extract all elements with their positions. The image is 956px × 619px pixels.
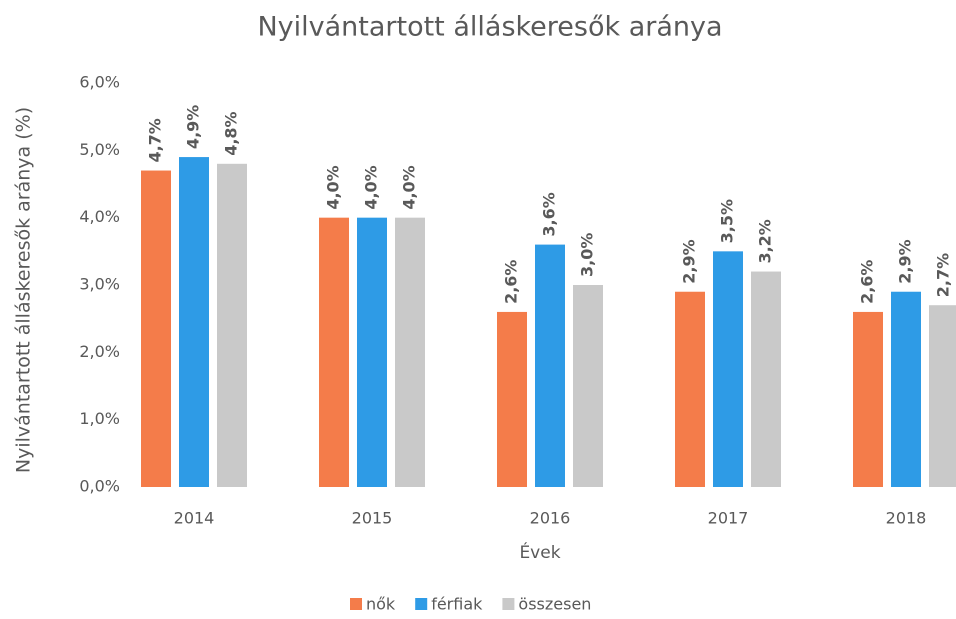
legend-swatch	[502, 598, 515, 610]
data-label: 3,6%	[540, 192, 559, 236]
bar	[751, 271, 781, 487]
legend-label: nők	[366, 595, 396, 614]
bar	[675, 291, 705, 487]
data-label: 4,0%	[400, 165, 419, 209]
legend-swatch	[415, 598, 428, 610]
data-label: 2,6%	[858, 260, 877, 304]
legend-label: összesen	[518, 595, 591, 614]
x-tick-label: 2018	[886, 509, 927, 528]
x-tick-label: 2015	[352, 509, 393, 528]
bar	[141, 170, 171, 488]
data-label: 3,2%	[756, 219, 775, 263]
data-label: 2,9%	[896, 239, 915, 283]
bar	[535, 244, 565, 487]
bar	[497, 311, 527, 487]
y-tick-label: 6,0%	[79, 73, 120, 92]
y-tick-label: 3,0%	[79, 275, 120, 294]
bar	[395, 217, 425, 487]
y-axis-title: Nyilvántartott álláskeresők aránya (%)	[13, 107, 35, 473]
data-label: 2,6%	[502, 260, 521, 304]
x-tick-label: 2016	[530, 509, 571, 528]
bar	[319, 217, 349, 487]
y-tick-label: 1,0%	[79, 409, 120, 428]
data-label: 4,8%	[222, 111, 241, 155]
legend-swatch	[350, 598, 362, 610]
data-label: 4,0%	[324, 165, 343, 209]
legend-label: férfiak	[431, 595, 483, 614]
y-tick-label: 5,0%	[79, 140, 120, 159]
bar	[891, 291, 921, 487]
x-axis-title: Évek	[519, 541, 560, 563]
data-label: 4,0%	[362, 165, 381, 209]
data-label: 2,9%	[680, 239, 699, 283]
bar	[217, 163, 247, 488]
data-label: 4,9%	[184, 105, 203, 149]
y-tick-label: 4,0%	[79, 207, 120, 226]
data-label: 3,5%	[718, 199, 737, 243]
chart-title: Nyilvántartott álláskeresők aránya	[257, 12, 722, 43]
x-tick-label: 2017	[708, 509, 749, 528]
bar	[853, 311, 883, 487]
data-label: 4,7%	[146, 118, 165, 162]
bar	[713, 251, 743, 487]
bar	[179, 157, 209, 488]
bar	[573, 285, 603, 487]
y-tick-label: 0,0%	[79, 477, 120, 496]
bar	[929, 305, 956, 487]
data-label: 2,7%	[934, 253, 953, 297]
data-label: 3,0%	[578, 233, 597, 277]
bar	[357, 217, 387, 487]
y-tick-label: 2,0%	[79, 342, 120, 361]
x-tick-label: 2014	[174, 509, 215, 528]
